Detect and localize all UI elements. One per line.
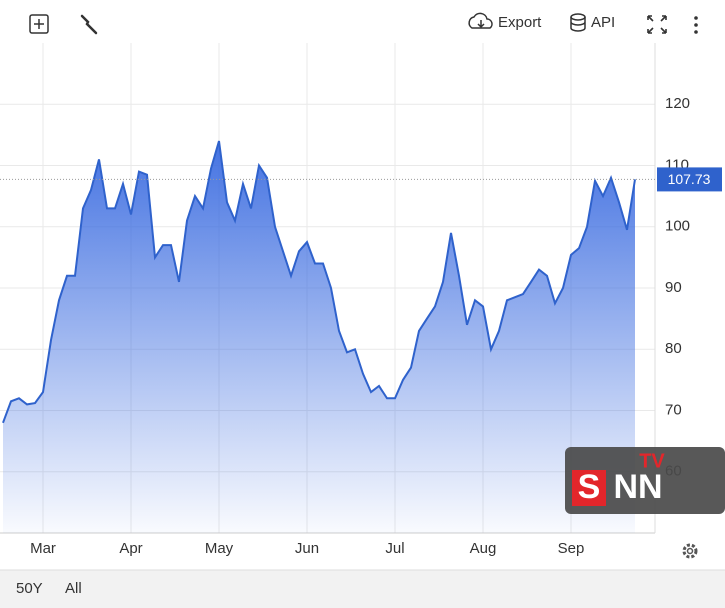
toolbar: Export API <box>29 12 698 35</box>
fullscreen-icon[interactable] <box>647 15 667 34</box>
watermark: S NN TV <box>565 447 725 514</box>
export-icon[interactable] <box>468 12 493 29</box>
y-tick-label: 100 <box>665 218 690 235</box>
range-button[interactable]: 50Y <box>16 580 43 597</box>
line <box>2 140 636 424</box>
range-button[interactable]: All <box>65 580 82 597</box>
watermark-tv: TV <box>639 450 665 472</box>
last-value-box <box>657 167 722 192</box>
y-tick-label: 70 <box>665 401 682 418</box>
gear-center <box>686 547 694 555</box>
settings-icon[interactable] <box>80 14 98 35</box>
y-tick-label: 80 <box>665 340 682 357</box>
api-icon[interactable] <box>570 13 586 21</box>
watermark-s: S <box>578 468 601 506</box>
x-tick-label: Jul <box>385 540 404 557</box>
area <box>3 141 635 533</box>
watermark-nn: NN <box>613 468 662 506</box>
last-value-label: 107.73 <box>668 171 711 187</box>
export-arrow <box>477 20 485 29</box>
footer-bar <box>0 570 725 608</box>
api-button[interactable]: API <box>591 14 615 31</box>
x-tick-label: Apr <box>119 540 142 557</box>
gear-icon[interactable] <box>682 543 698 559</box>
x-tick-label: Aug <box>470 540 497 557</box>
watermark-s-box <box>572 470 606 506</box>
plot: MarAprMayJunJulAugSep6070809010011012010… <box>0 43 722 557</box>
x-tick-label: Sep <box>558 540 585 557</box>
api-icon-body <box>570 17 586 32</box>
menu-dot <box>694 30 698 34</box>
y-tick-label: 90 <box>665 279 682 296</box>
x-tick-label: May <box>205 540 234 557</box>
add-icon[interactable] <box>29 14 49 34</box>
menu-dot[interactable] <box>694 16 698 20</box>
export-button[interactable]: Export <box>498 14 542 31</box>
add-plus <box>34 19 44 29</box>
menu-dot <box>694 23 698 27</box>
y-tick-label: 120 <box>665 95 690 112</box>
x-tick-label: Jun <box>295 540 319 557</box>
x-tick-label: Mar <box>30 540 56 557</box>
